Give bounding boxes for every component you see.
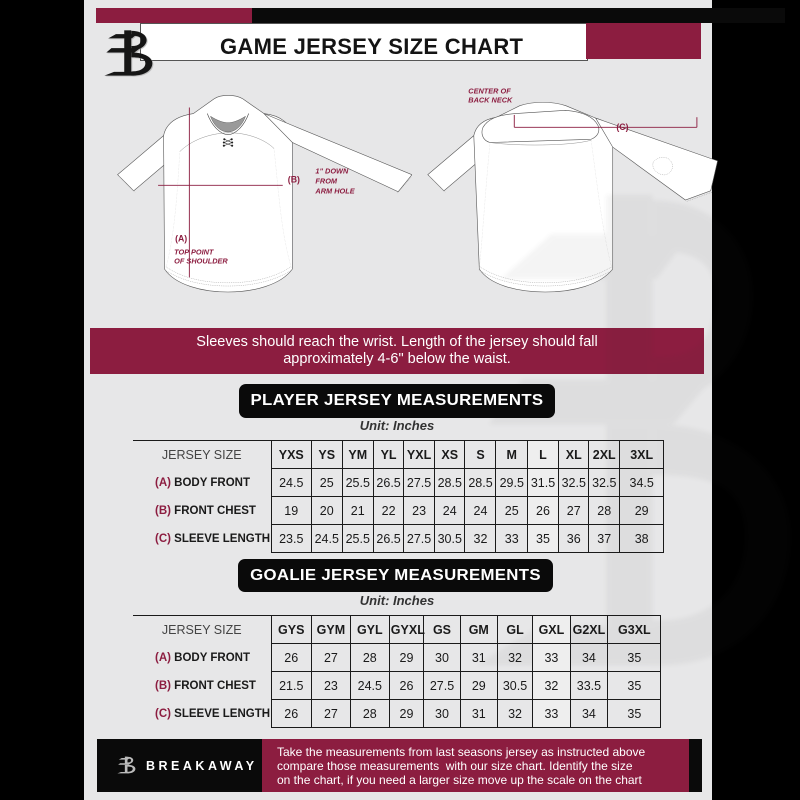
svg-text:1" DOWN: 1" DOWN bbox=[315, 166, 349, 175]
svg-text:(B): (B) bbox=[288, 175, 300, 185]
svg-text:OF SHOULDER: OF SHOULDER bbox=[174, 256, 228, 265]
svg-text:FROM: FROM bbox=[315, 176, 338, 185]
svg-text:TOP POINT: TOP POINT bbox=[174, 247, 215, 256]
svg-text:ARM HOLE: ARM HOLE bbox=[314, 187, 355, 196]
svg-text:BACK NECK: BACK NECK bbox=[468, 95, 513, 104]
svg-text:(C): (C) bbox=[616, 122, 628, 132]
svg-text:(A): (A) bbox=[175, 233, 187, 243]
svg-text:CENTER OF: CENTER OF bbox=[468, 86, 511, 95]
